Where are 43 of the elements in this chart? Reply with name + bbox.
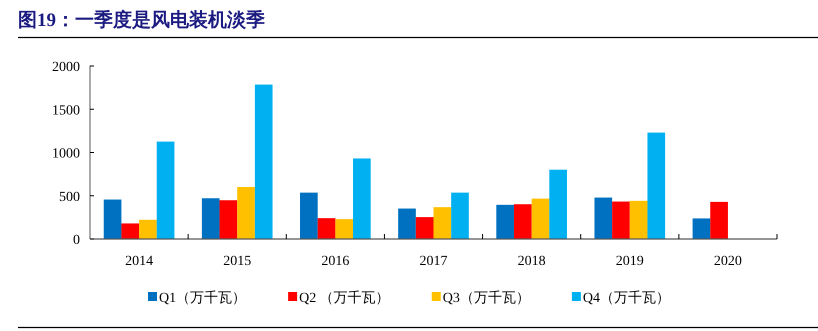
legend-label: Q4（万千瓦） — [582, 290, 670, 306]
legend-label: Q1（万千瓦） — [159, 290, 246, 306]
bar — [156, 142, 174, 239]
x-tick-label: 2020 — [714, 254, 742, 269]
bar — [335, 219, 354, 239]
bar — [220, 200, 238, 239]
x-tick-label: 2019 — [616, 254, 644, 269]
bar — [612, 202, 630, 239]
y-tick-label: 1000 — [52, 146, 80, 162]
bar — [549, 170, 567, 239]
bar — [416, 217, 434, 239]
x-tick-label: 2015 — [223, 254, 252, 269]
y-tick-label: 500 — [59, 190, 80, 205]
bar — [630, 200, 648, 239]
bar — [104, 200, 122, 239]
y-tick-label: 1500 — [52, 103, 80, 118]
bar — [692, 218, 710, 239]
bar — [451, 192, 469, 239]
x-tick-label: 2017 — [420, 254, 448, 269]
y-tick-label: 0 — [73, 233, 80, 248]
bar — [300, 192, 318, 239]
bar — [139, 220, 157, 239]
bar — [398, 208, 416, 239]
bar — [532, 198, 550, 239]
legend-label: Q2 （万千瓦） — [299, 290, 390, 306]
y-tick-label: 2000 — [52, 60, 80, 75]
bar — [710, 202, 728, 239]
bar — [514, 204, 532, 239]
bar — [237, 187, 255, 239]
x-tick-label: 2018 — [518, 254, 546, 269]
x-tick-label: 2016 — [321, 254, 350, 269]
bar — [353, 158, 371, 239]
bar — [121, 223, 140, 239]
bar — [594, 198, 612, 239]
bar — [647, 132, 666, 239]
bar — [496, 204, 514, 239]
legend-label: Q3（万千瓦） — [442, 290, 530, 306]
bar — [434, 207, 452, 239]
bar — [254, 84, 273, 239]
x-tick-label: 2014 — [125, 254, 154, 269]
chart-title: 图19：一季度是风电装机淡季 — [18, 9, 265, 31]
bar — [318, 218, 336, 239]
bar — [202, 198, 220, 239]
